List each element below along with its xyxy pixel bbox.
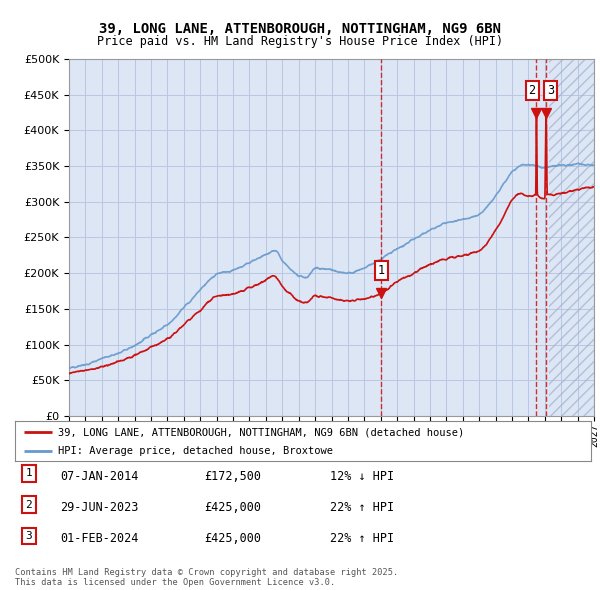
Text: 39, LONG LANE, ATTENBOROUGH, NOTTINGHAM, NG9 6BN (detached house): 39, LONG LANE, ATTENBOROUGH, NOTTINGHAM,… bbox=[58, 427, 464, 437]
Text: 22% ↑ HPI: 22% ↑ HPI bbox=[330, 501, 394, 514]
Text: 1: 1 bbox=[377, 264, 385, 277]
Text: £172,500: £172,500 bbox=[204, 470, 261, 483]
Text: 39, LONG LANE, ATTENBOROUGH, NOTTINGHAM, NG9 6BN: 39, LONG LANE, ATTENBOROUGH, NOTTINGHAM,… bbox=[99, 22, 501, 37]
Text: £425,000: £425,000 bbox=[204, 532, 261, 545]
Bar bbox=[549, 59, 594, 416]
Text: 01-FEB-2024: 01-FEB-2024 bbox=[60, 532, 139, 545]
Text: Contains HM Land Registry data © Crown copyright and database right 2025.
This d: Contains HM Land Registry data © Crown c… bbox=[15, 568, 398, 587]
Text: 07-JAN-2014: 07-JAN-2014 bbox=[60, 470, 139, 483]
Text: HPI: Average price, detached house, Broxtowe: HPI: Average price, detached house, Brox… bbox=[58, 445, 333, 455]
Text: 1: 1 bbox=[25, 468, 32, 478]
Text: 22% ↑ HPI: 22% ↑ HPI bbox=[330, 532, 394, 545]
Text: 3: 3 bbox=[547, 84, 554, 97]
Text: 2: 2 bbox=[529, 84, 536, 97]
Text: 3: 3 bbox=[25, 531, 32, 541]
Text: 2: 2 bbox=[25, 500, 32, 510]
Text: 12% ↓ HPI: 12% ↓ HPI bbox=[330, 470, 394, 483]
Bar bbox=[549, 59, 594, 416]
Text: £425,000: £425,000 bbox=[204, 501, 261, 514]
Text: Price paid vs. HM Land Registry's House Price Index (HPI): Price paid vs. HM Land Registry's House … bbox=[97, 35, 503, 48]
Text: 29-JUN-2023: 29-JUN-2023 bbox=[60, 501, 139, 514]
